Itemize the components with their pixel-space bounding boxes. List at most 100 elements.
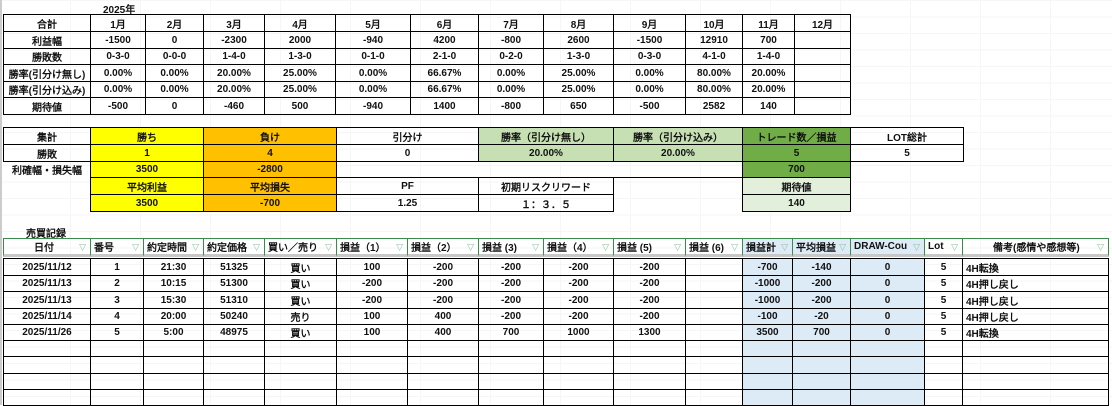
monthly-value[interactable]: 25.00% xyxy=(543,64,614,82)
trade-cell[interactable]: 1000 xyxy=(543,324,614,341)
empty-cell[interactable] xyxy=(962,373,1109,390)
trade-cell[interactable]: 買い xyxy=(264,275,337,292)
trade-cell[interactable]: -200 xyxy=(478,275,544,292)
filter-dropdown-icon[interactable]: ▽ xyxy=(396,242,403,252)
monthly-value[interactable]: 66.67% xyxy=(410,64,479,82)
monthly-value[interactable]: 25.00% xyxy=(543,81,614,98)
trade-cell[interactable]: -200 xyxy=(336,275,408,292)
trade-cell[interactable]: 0 xyxy=(850,275,925,292)
monthly-value[interactable]: 0.00% xyxy=(145,64,204,82)
monthly-value[interactable] xyxy=(794,48,851,65)
month-header[interactable]: 8月 xyxy=(543,14,614,32)
monthly-value[interactable]: 140 xyxy=(742,97,795,115)
trade-cell[interactable] xyxy=(685,275,743,292)
trade-cell[interactable]: 3500 xyxy=(742,324,793,341)
winrate-no-draw[interactable]: 20.00% xyxy=(478,144,614,162)
empty-cell[interactable] xyxy=(3,340,91,357)
trade-cell[interactable]: 400 xyxy=(407,308,479,325)
monthly-value[interactable]: 0-3-0 xyxy=(90,48,146,65)
empty-cell[interactable] xyxy=(478,373,544,390)
monthly-value[interactable]: 1-4-0 xyxy=(742,48,795,65)
trade-cell[interactable]: 4H押し戻し xyxy=(962,308,1109,325)
trade-cell[interactable]: -100 xyxy=(742,308,793,325)
pf-label[interactable]: PF xyxy=(336,177,479,195)
monthly-value[interactable]: 0.00% xyxy=(478,64,544,82)
trade-cell[interactable]: 4H押し戻し xyxy=(962,291,1109,309)
trade-cell[interactable]: -200 xyxy=(407,291,479,309)
month-header[interactable]: 3月 xyxy=(203,14,265,32)
monthly-value[interactable]: 1-3-0 xyxy=(264,48,336,65)
empty-cell[interactable] xyxy=(407,373,479,390)
empty-cell[interactable] xyxy=(3,389,91,406)
trade-cell[interactable]: -200 xyxy=(478,291,544,309)
month-header[interactable]: 10月 xyxy=(685,14,743,32)
risk-reward-value[interactable]: １：３．５ xyxy=(478,194,614,212)
trade-cell[interactable]: 100 xyxy=(336,258,408,276)
month-header[interactable]: 6月 xyxy=(410,14,479,32)
monthly-value[interactable]: 0-2-0 xyxy=(478,48,544,65)
filter-dropdown-icon[interactable]: ▽ xyxy=(532,242,539,252)
summary-header[interactable]: 勝ち xyxy=(90,127,204,145)
empty-cell[interactable] xyxy=(685,389,743,406)
trade-cell[interactable]: 21:30 xyxy=(143,258,204,276)
empty-cell[interactable] xyxy=(850,389,925,406)
empty-cell[interactable] xyxy=(742,373,793,390)
empty-cell[interactable] xyxy=(203,389,265,406)
monthly-value[interactable] xyxy=(794,81,851,98)
trade-cell[interactable]: 2025/11/26 xyxy=(3,324,91,341)
trade-cell[interactable]: 0 xyxy=(850,324,925,341)
trade-cell[interactable]: -1000 xyxy=(742,291,793,309)
trade-cell[interactable]: 5 xyxy=(90,324,144,341)
trade-cell[interactable]: -140 xyxy=(792,258,851,276)
empty-cell[interactable] xyxy=(143,340,204,357)
trade-cell[interactable]: 50240 xyxy=(203,308,265,325)
range-label[interactable]: 利確幅・損失幅 xyxy=(3,161,91,178)
trade-cell[interactable]: 2025/11/12 xyxy=(3,258,91,276)
loss-range[interactable]: -2800 xyxy=(203,161,337,178)
monthly-value[interactable]: 0.00% xyxy=(145,81,204,98)
empty-cell[interactable] xyxy=(90,340,144,357)
trade-cell[interactable]: -200 xyxy=(543,275,614,292)
filter-dropdown-icon[interactable]: ▽ xyxy=(913,242,920,252)
monthly-row-label[interactable]: 期待値 xyxy=(3,97,91,115)
trade-cell[interactable]: 5:00 xyxy=(143,324,204,341)
monthly-row-label[interactable]: 利益幅 xyxy=(3,31,91,49)
empty-cell[interactable] xyxy=(962,340,1109,357)
empty-cell[interactable] xyxy=(792,356,851,374)
trade-cell[interactable]: 5 xyxy=(924,258,963,276)
empty-cell[interactable] xyxy=(924,389,963,406)
monthly-value[interactable]: -1500 xyxy=(613,31,686,49)
trade-cell[interactable]: 2025/11/13 xyxy=(3,275,91,292)
empty-cell[interactable] xyxy=(264,373,337,390)
empty-cell[interactable] xyxy=(90,389,144,406)
trade-cell[interactable]: 5 xyxy=(924,275,963,292)
monthly-value[interactable]: -460 xyxy=(203,97,265,115)
filter-dropdown-icon[interactable]: ▽ xyxy=(79,242,86,252)
monthly-value[interactable]: 4200 xyxy=(410,31,479,49)
filter-dropdown-icon[interactable]: ▽ xyxy=(253,242,260,252)
trade-cell[interactable]: 4H押し戻し xyxy=(962,275,1109,292)
month-header[interactable]: 11月 xyxy=(742,14,795,32)
empty-cell[interactable] xyxy=(792,373,851,390)
trade-cell[interactable] xyxy=(685,291,743,309)
monthly-row-label[interactable]: 勝敗数 xyxy=(3,48,91,65)
column-header[interactable]: Lot ▽ xyxy=(924,238,963,257)
month-header[interactable]: 1月 xyxy=(90,14,146,32)
trade-cell[interactable]: 買い xyxy=(264,324,337,341)
trade-cell[interactable]: 2 xyxy=(90,275,144,292)
monthly-value[interactable]: 20.00% xyxy=(742,81,795,98)
monthly-value[interactable]: 25.00% xyxy=(264,81,336,98)
trade-cell[interactable]: 400 xyxy=(407,324,479,341)
column-header[interactable]: 買い／売り ▽ xyxy=(264,238,337,257)
empty-cell[interactable] xyxy=(742,389,793,406)
trade-cell[interactable]: 20:00 xyxy=(143,308,204,325)
trade-cell[interactable]: -200 xyxy=(336,291,408,309)
monthly-value[interactable]: 0-3-0 xyxy=(613,48,686,65)
empty-cell[interactable] xyxy=(478,356,544,374)
empty-cell[interactable] xyxy=(792,340,851,357)
trade-cell[interactable]: 売り xyxy=(264,308,337,325)
monthly-value[interactable]: -800 xyxy=(478,31,544,49)
column-header[interactable]: 約定価格 ▽ xyxy=(203,238,265,257)
month-header[interactable]: 4月 xyxy=(264,14,336,32)
empty-cell[interactable] xyxy=(543,373,614,390)
